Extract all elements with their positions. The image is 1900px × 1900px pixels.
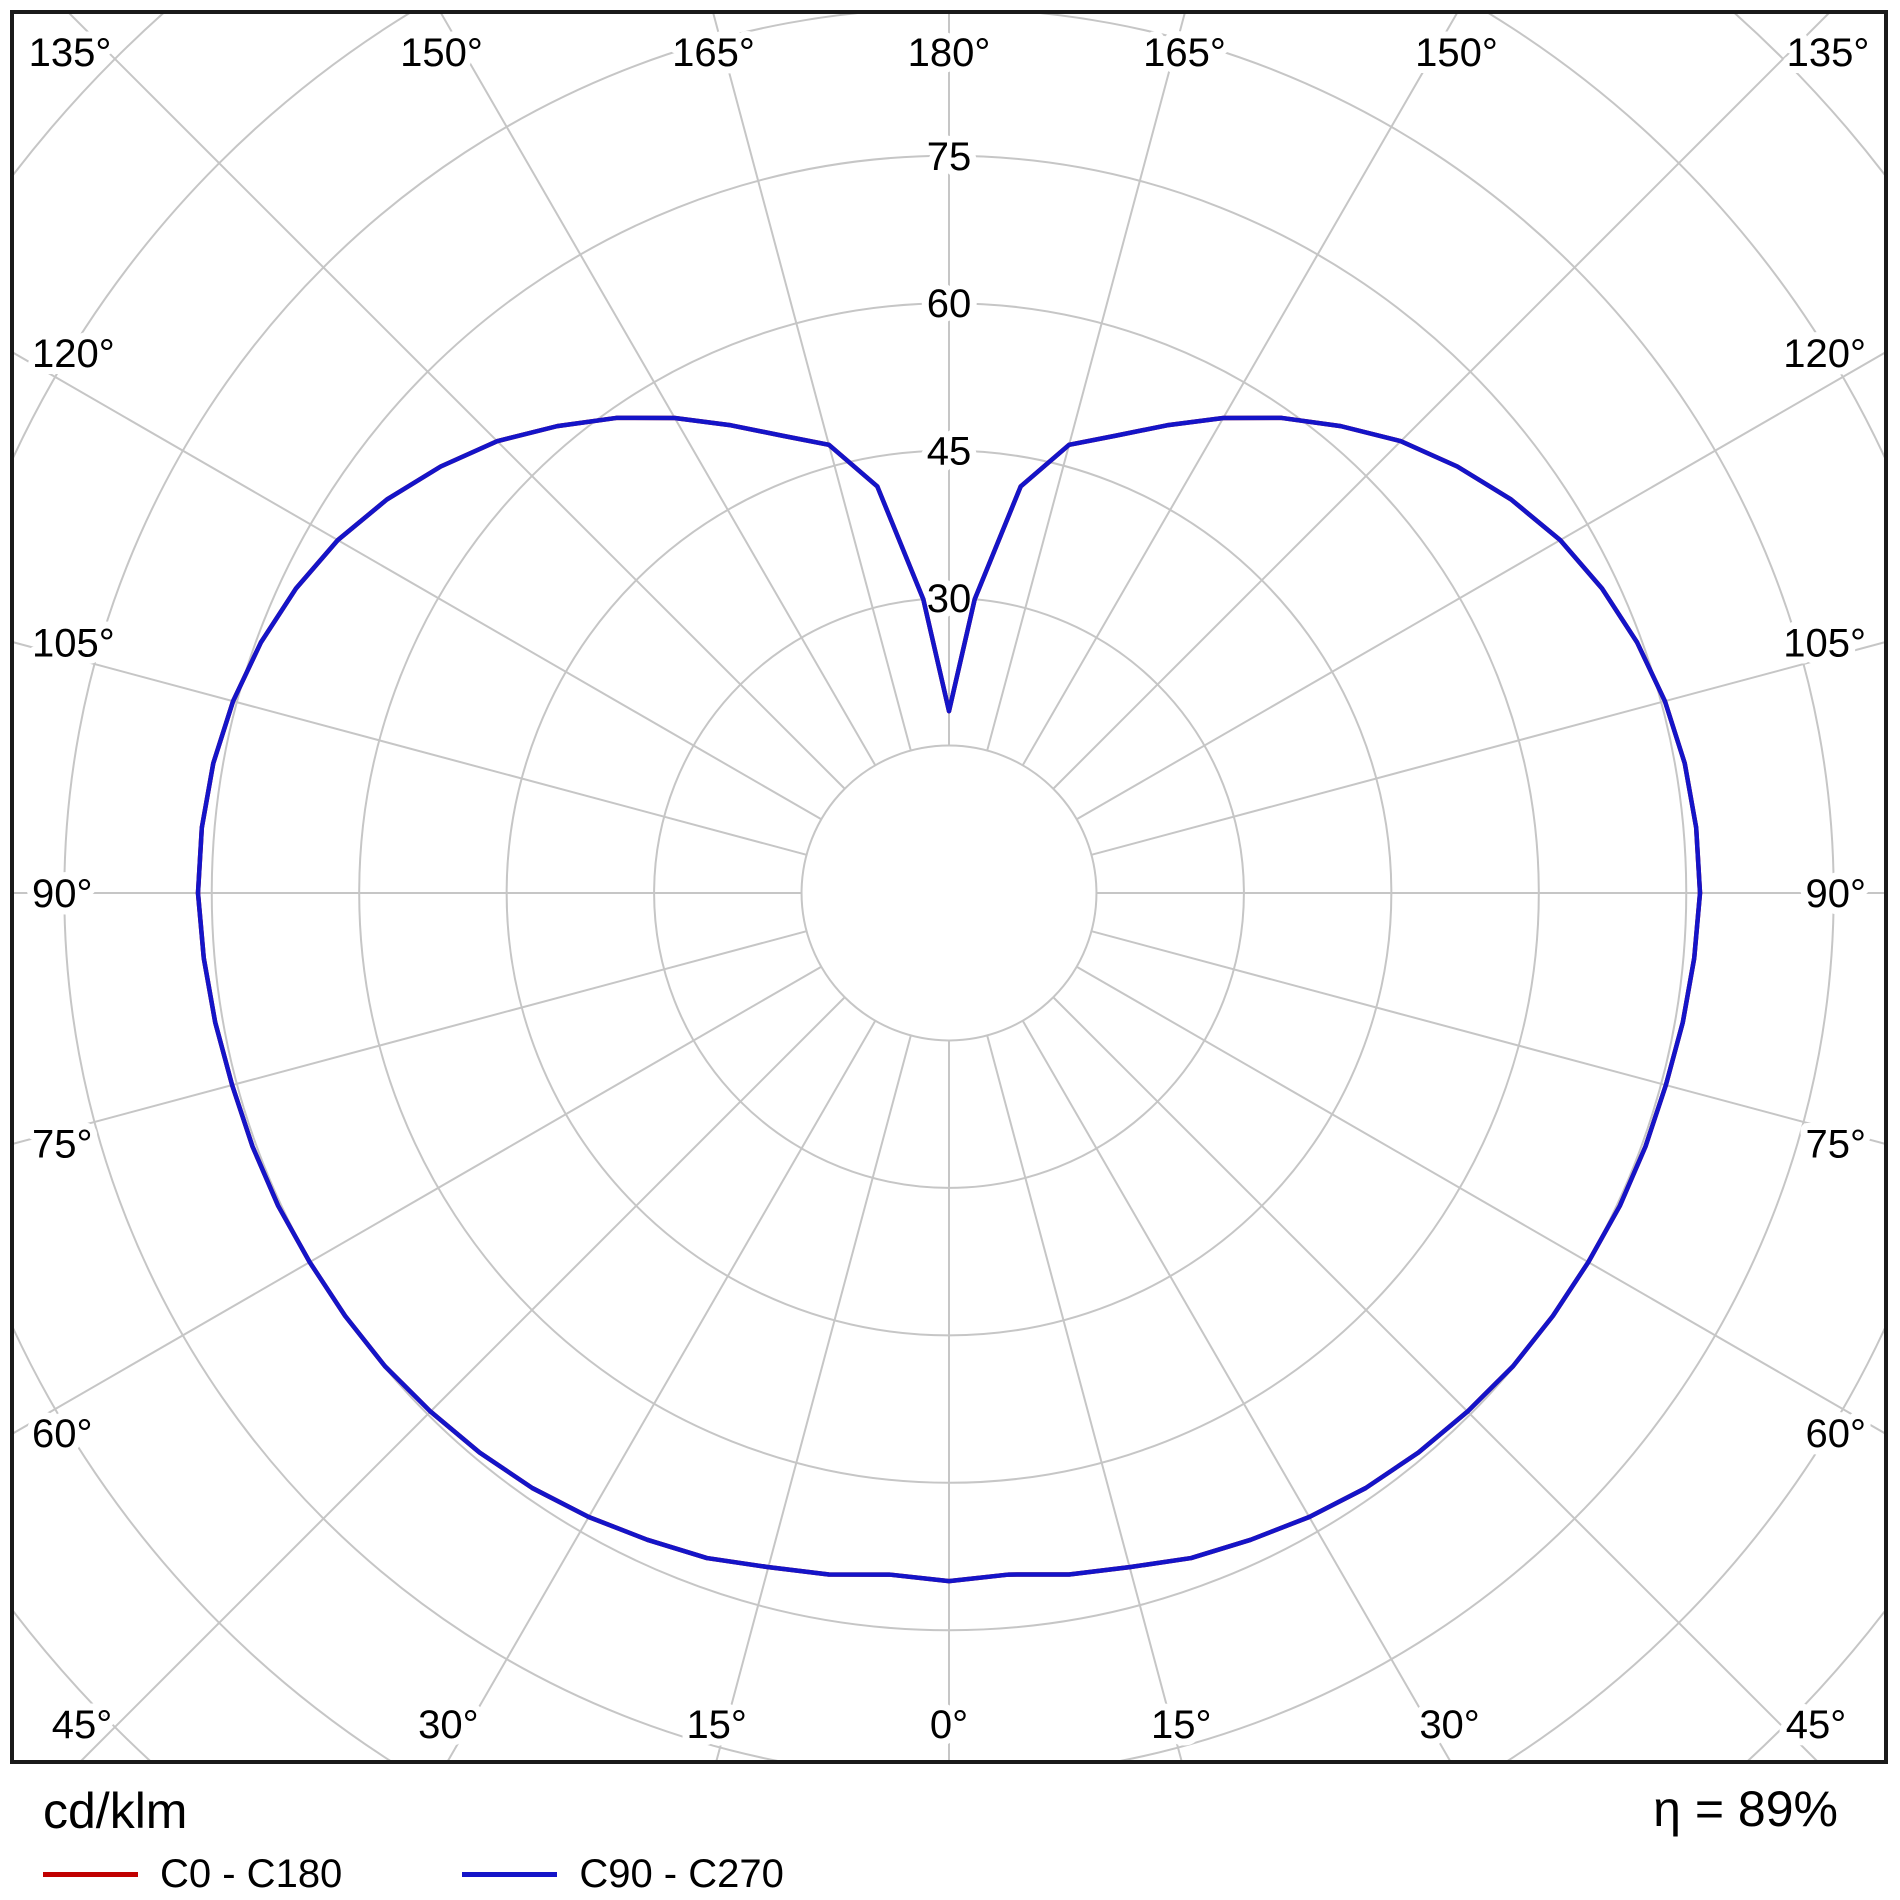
angle-label: 45° — [52, 1703, 113, 1747]
polar-grid-spoke — [986, 14, 1186, 751]
polar-grid-spoke — [1052, 14, 1830, 790]
polar-grid-ring — [800, 744, 1098, 1042]
angle-label: 60° — [32, 1412, 93, 1456]
curve-c90-c270 — [195, 415, 1703, 1584]
angle-label: 45° — [1786, 1703, 1847, 1747]
legend-item-c90: C90 - C270 — [462, 1852, 784, 1897]
efficiency-label: η = 89% — [1653, 1781, 1838, 1837]
polar-grid-spoke — [1091, 641, 1884, 856]
radial-tick-label: 30 — [927, 577, 972, 621]
polar-grid-spoke — [986, 1035, 1183, 1760]
angle-label: 105° — [1783, 621, 1866, 665]
angle-label: 90° — [1806, 872, 1867, 916]
angle-label: 120° — [1783, 332, 1866, 376]
polar-grid-spoke — [712, 14, 912, 751]
angle-label: 120° — [32, 332, 115, 376]
legend: C0 - C180 C90 - C270 — [43, 1852, 784, 1897]
legend-swatch-c0-icon — [43, 1872, 138, 1877]
angle-label: 0° — [930, 1703, 968, 1747]
angle-label: 30° — [418, 1703, 479, 1747]
angle-label: 150° — [1415, 31, 1498, 75]
polar-grid-spoke — [715, 1035, 912, 1760]
polar-grid-spoke — [14, 930, 807, 1145]
angle-label: 180° — [908, 31, 991, 75]
polar-grid-spoke — [80, 996, 846, 1760]
polar-grid-spoke — [1021, 1020, 1451, 1760]
radial-tick-label: 45 — [927, 430, 972, 474]
radial-tick-label: 60 — [927, 282, 972, 326]
unit-label: cd/klm — [43, 1783, 188, 1839]
radial-tick-label: 75 — [927, 135, 972, 179]
polar-grid-spoke — [14, 352, 822, 821]
polar-grid-spoke — [14, 965, 822, 1434]
angle-label: 15° — [686, 1703, 747, 1747]
legend-item-c0: C0 - C180 — [43, 1852, 342, 1897]
polar-grid-spoke — [1052, 996, 1818, 1760]
angle-label: 15° — [1151, 1703, 1212, 1747]
polar-grid-spoke — [14, 641, 807, 856]
angle-label: 30° — [1419, 1703, 1480, 1747]
angle-label: 60° — [1806, 1412, 1867, 1456]
angle-label: 105° — [32, 621, 115, 665]
polar-grid-spoke — [440, 14, 877, 766]
angle-label: 75° — [32, 1123, 93, 1167]
angle-label: 150° — [400, 31, 483, 75]
legend-swatch-c90-icon — [462, 1872, 558, 1877]
legend-label-c0: C0 - C180 — [160, 1852, 343, 1896]
polar-chart-frame: 0° 15° 15° 30° 30° 45° 45° 60° 60° 75° 75° 90° 90° 10… — [10, 10, 1888, 1764]
polar-grid-spoke — [1076, 352, 1884, 821]
polar-grid-spoke — [68, 14, 846, 790]
polar-grid-spoke — [1091, 930, 1884, 1145]
polar-chart-svg: 0° 15° 15° 30° 30° 45° 45° 60° 60° 75° 75° 90° 90° 10… — [14, 14, 1884, 1760]
angle-label: 165° — [672, 31, 755, 75]
polar-grid-spoke — [1076, 965, 1884, 1434]
polar-grid-spoke — [1021, 14, 1458, 766]
angle-label: 90° — [32, 872, 93, 916]
legend-label-c90: C90 - C270 — [579, 1852, 784, 1896]
angle-label: 135° — [1787, 31, 1870, 75]
polar-grid-spoke — [447, 1020, 877, 1760]
angle-label: 165° — [1143, 31, 1226, 75]
angle-label: 75° — [1806, 1123, 1867, 1167]
angle-label: 135° — [29, 31, 112, 75]
